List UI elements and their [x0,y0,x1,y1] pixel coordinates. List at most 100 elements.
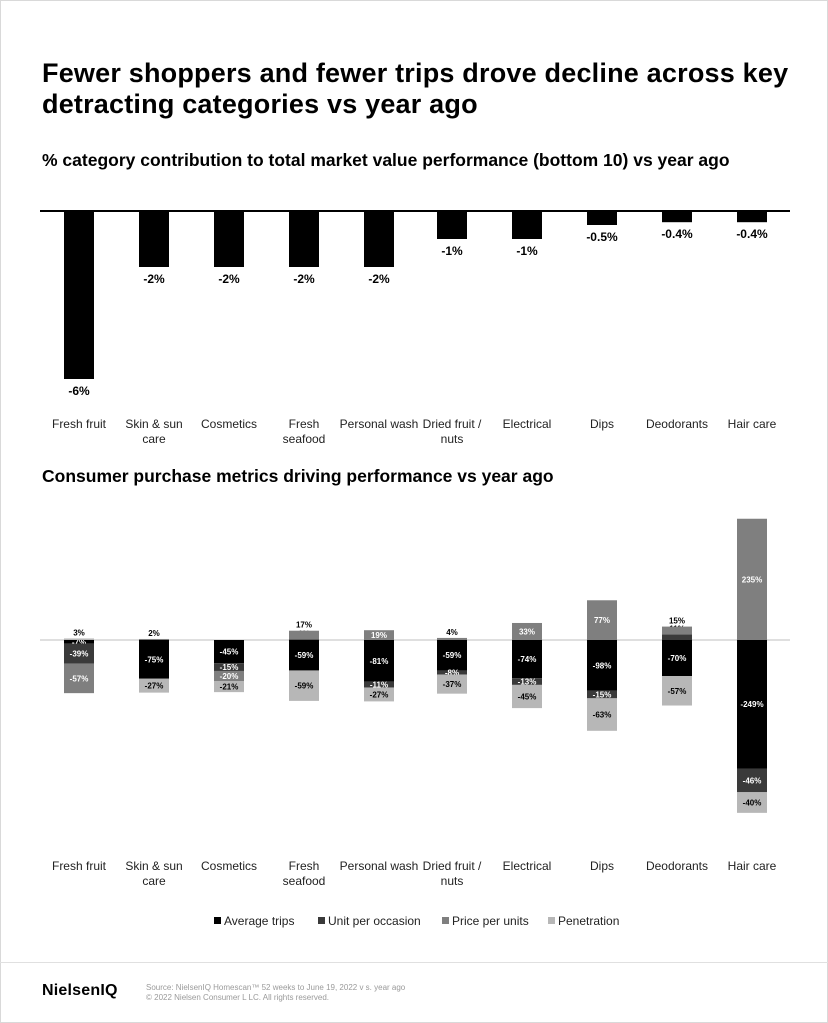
nielseniq-logo: NielsenIQ [42,982,118,999]
contribution-bar [662,211,692,223]
stack-segment [587,698,617,731]
segment-value-label: -98% [593,661,612,670]
segment-value-label: -7% [72,638,86,647]
segment-value-label: 3% [73,628,85,637]
category-label: Fresh [289,417,320,431]
segment-value-label: 33% [519,627,535,636]
category-label: Skin & sun [125,859,182,873]
segment-value-label: -39% [70,650,89,659]
stack-segment [662,640,692,677]
stack-segment [587,600,617,640]
stack-segment [64,643,94,664]
category-label: Dips [590,417,614,431]
stack-segment [737,768,767,793]
contribution-bar [512,211,542,239]
contribution-bar-chart: -6% -2% -2% -2% -2% -1% -1% -0.5% -0.4% -0.4% Fres… [40,210,790,446]
segment-value-label: 235% [742,575,762,584]
segment-value-label: -81% [370,657,389,666]
segment-value-label: -20% [220,672,239,681]
segment-value-label: -37% [443,680,462,689]
legend-swatch [214,917,221,924]
category-label: nuts [441,432,464,446]
contribution-value-label: -2% [368,272,390,286]
segment-value-label: -59% [443,651,462,660]
segment-value-label: -27% [145,682,164,691]
contribution-value-label: -0.4% [736,227,768,241]
stack-segment [64,640,94,644]
copyright-line: © 2022 Nielsen Consumer L LC. All rights… [146,993,330,1002]
legend-label: Average trips [224,914,294,928]
segment-value-label: -13% [518,678,537,687]
purchase-metrics-stacked-chart: -7%-39%-57%3%-75%-27%2%-45%-15%-20%-21%-… [40,518,790,928]
stack-segment [364,630,394,640]
contribution-value-label: -2% [218,272,240,286]
segment-value-label: -70% [668,654,687,663]
category-label: Deodorants [646,417,708,431]
stack-segment [364,640,394,682]
category-label: Fresh fruit [52,417,107,431]
stack-segment [139,638,169,640]
segment-value-label: -15% [220,663,239,672]
segment-value-label: -249% [740,700,763,709]
category-label: Dried fruit / [423,417,482,431]
segment-value-label: -74% [518,655,537,664]
segment-value-label: -40% [743,799,762,808]
segment-value-label: 2% [148,629,160,638]
stack-segment [662,634,692,640]
category-label: care [142,874,166,888]
legend-label: Unit per occasion [328,914,421,928]
legend-swatch [442,917,449,924]
stack-segment [214,663,244,671]
category-label: Cosmetics [201,859,257,873]
legend-label: Price per units [452,914,529,928]
stack-segment [64,663,94,694]
category-label: Personal wash [340,859,419,873]
stack-segment [512,622,542,640]
stack-segment [64,638,94,640]
contribution-bar [214,211,244,267]
stack-segment [364,687,394,702]
segment-value-label: 4% [446,628,458,637]
contribution-value-label: -1% [516,244,538,258]
segment-value-label: -63% [593,711,612,720]
contribution-value-label: -2% [143,272,165,286]
stack-segment [289,630,319,640]
segment-value-label: 17% [296,621,312,630]
stack-segment [662,626,692,635]
segment-value-label: -75% [145,655,164,664]
source-line: Source: NielsenIQ Homescan™ 52 weeks to … [146,983,406,992]
stack-segment [587,690,617,699]
segment-value-label: 15% [669,617,685,626]
segment-value-label: -45% [518,693,537,702]
segment-value-label: -15% [593,690,612,699]
contribution-value-label: -0.4% [661,227,693,241]
contribution-bar [737,211,767,223]
legend-swatch [318,917,325,924]
stack-segment [737,518,767,640]
category-label: Deodorants [646,859,708,873]
segment-value-label: -21% [220,683,239,692]
segment-value-label: -27% [370,690,389,699]
footer-divider [0,962,828,963]
legend-swatch [548,917,555,924]
stack-segment [289,670,319,701]
stack-segment [512,684,542,709]
stack-segment [512,678,542,685]
stack-segment [662,676,692,706]
stack-segment [139,678,169,693]
segment-value-label: -8% [445,669,459,678]
category-label: seafood [283,432,326,446]
page-title: Fewer shoppers and fewer trips drove dec… [42,58,789,119]
segment-value-label: -57% [70,674,89,683]
contribution-bar [437,211,467,239]
stack-segment [737,640,767,769]
stack-segment [289,640,319,671]
segment-value-label: -59% [295,651,314,660]
category-label: Fresh [289,859,320,873]
category-label: seafood [283,874,326,888]
stack-segment [437,637,467,640]
contribution-bar [139,211,169,267]
category-label: Skin & sun [125,417,182,431]
stack-segment [214,640,244,664]
category-label: Hair care [728,417,777,431]
